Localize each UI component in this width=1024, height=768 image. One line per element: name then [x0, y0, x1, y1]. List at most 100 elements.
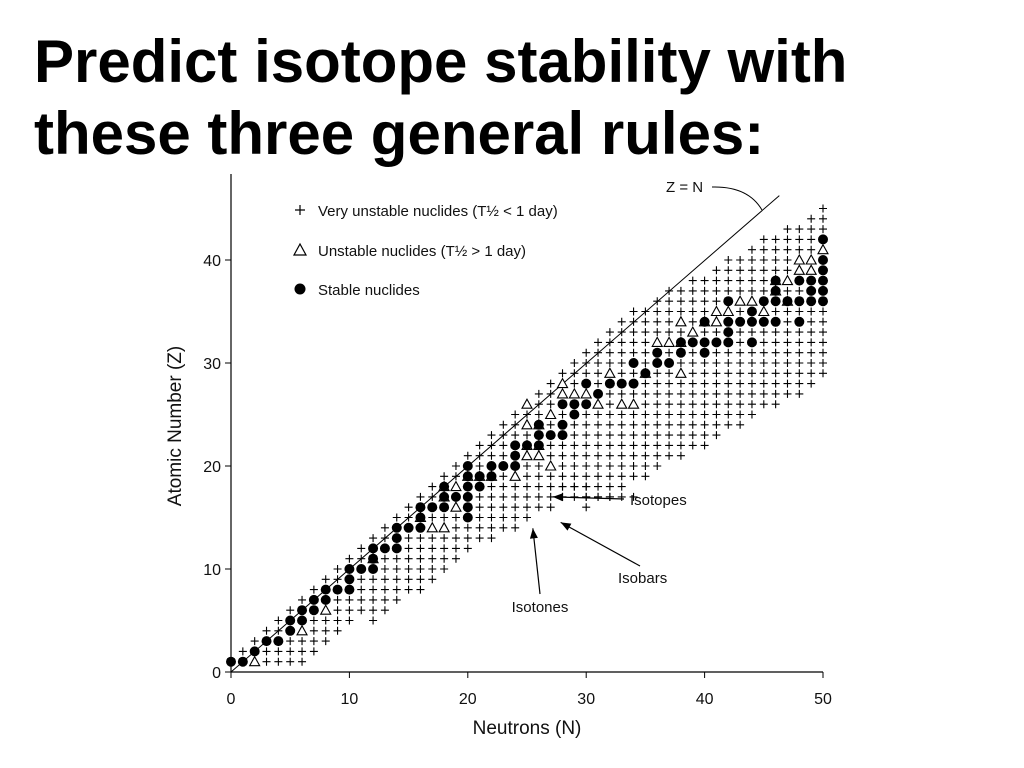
stable-mark — [557, 430, 568, 441]
y-tick-label: 30 — [203, 356, 221, 373]
nuclide-chart: 0 10 20 30 40 50 0 10 20 30 40 Z = N Very unstable… — [165, 174, 832, 739]
very-unstable-mark — [357, 575, 366, 584]
stable-mark — [285, 615, 296, 626]
very-unstable-mark — [617, 472, 626, 481]
very-unstable-mark — [309, 626, 318, 635]
very-unstable-mark — [641, 420, 650, 429]
very-unstable-mark — [688, 286, 697, 295]
very-unstable-mark — [724, 389, 733, 398]
very-unstable-mark — [369, 585, 378, 594]
very-unstable-mark — [558, 462, 567, 470]
very-unstable-mark — [617, 431, 626, 440]
very-unstable-mark — [333, 575, 342, 584]
very-unstable-mark — [582, 451, 591, 460]
very-unstable-mark — [807, 245, 816, 254]
stable-mark — [415, 522, 426, 533]
very-unstable-mark — [747, 328, 756, 337]
very-unstable-mark — [523, 482, 531, 491]
very-unstable-mark — [665, 451, 674, 460]
stable-mark — [226, 656, 236, 667]
stable-mark — [604, 378, 615, 389]
very-unstable-mark — [807, 235, 816, 244]
very-unstable-mark — [511, 431, 520, 440]
stable-mark — [782, 296, 793, 307]
stable-mark — [510, 461, 521, 471]
very-unstable-mark — [771, 400, 780, 409]
stable-mark — [723, 337, 734, 348]
very-unstable-mark — [345, 595, 354, 604]
very-unstable-mark — [819, 204, 827, 213]
very-unstable-mark — [369, 606, 378, 615]
very-unstable-mark — [416, 544, 425, 553]
stable-mark — [723, 327, 734, 338]
unstable-mark — [710, 315, 723, 327]
stable-mark — [510, 440, 521, 451]
stable-mark — [285, 625, 296, 636]
very-unstable-mark — [534, 492, 543, 501]
very-unstable-mark — [546, 379, 555, 388]
arrow-isotopes-head — [552, 493, 563, 502]
very-unstable-mark — [724, 410, 733, 419]
very-unstable-mark — [617, 348, 626, 357]
very-unstable-mark — [321, 616, 330, 625]
very-unstable-mark — [688, 400, 697, 409]
stable-mark — [297, 615, 308, 626]
very-unstable-mark — [807, 359, 816, 367]
very-unstable-mark — [546, 389, 555, 398]
very-unstable-mark — [392, 554, 401, 563]
very-unstable-mark — [392, 513, 401, 522]
very-unstable-mark — [665, 410, 674, 419]
very-unstable-mark — [594, 462, 603, 470]
very-unstable-mark — [605, 328, 614, 337]
very-unstable-mark — [747, 389, 756, 398]
very-unstable-mark — [700, 276, 709, 285]
very-unstable-mark — [321, 575, 330, 584]
very-unstable-mark — [665, 297, 674, 306]
stable-mark — [261, 636, 272, 647]
stable-mark — [379, 543, 390, 554]
stable-mark — [297, 605, 308, 616]
very-unstable-mark — [499, 503, 508, 512]
very-unstable-mark — [736, 359, 745, 367]
very-unstable-mark — [629, 348, 638, 357]
stable-mark — [699, 316, 710, 327]
very-unstable-mark — [665, 389, 674, 398]
unstable-mark — [509, 470, 522, 481]
very-unstable-mark — [523, 503, 531, 512]
very-unstable-mark — [712, 420, 721, 429]
stable-mark — [794, 316, 805, 327]
very-unstable-mark — [807, 317, 816, 326]
very-unstable-mark — [653, 297, 662, 306]
very-unstable-mark — [688, 317, 697, 326]
very-unstable-mark — [392, 585, 401, 594]
unstable-mark — [722, 305, 735, 317]
very-unstable-mark — [629, 328, 638, 337]
very-unstable-mark — [582, 420, 591, 429]
very-unstable-mark — [807, 338, 816, 347]
very-unstable-mark — [594, 359, 603, 367]
very-unstable-mark — [309, 637, 318, 646]
very-unstable-mark — [570, 369, 579, 378]
very-unstable-mark — [570, 451, 579, 460]
very-unstable-mark — [570, 462, 579, 470]
very-unstable-mark — [286, 657, 295, 666]
very-unstable-mark — [298, 647, 307, 656]
very-unstable-mark — [676, 328, 685, 337]
arrow-isobars-head — [560, 522, 572, 531]
x-axis-label: Neutrons (N) — [473, 718, 582, 739]
stable-mark — [818, 234, 828, 245]
stable-mark — [344, 584, 355, 595]
very-unstable-mark — [736, 266, 745, 275]
stable-mark — [391, 543, 402, 554]
very-unstable-mark — [487, 431, 496, 440]
stable-mark — [758, 296, 769, 307]
stable-mark — [569, 399, 580, 410]
very-unstable-mark — [783, 359, 792, 367]
very-unstable-mark — [629, 420, 638, 429]
very-unstable-mark — [369, 534, 378, 543]
very-unstable-mark — [428, 534, 437, 543]
very-unstable-mark — [629, 307, 638, 316]
very-unstable-mark — [392, 575, 401, 584]
stable-mark — [533, 430, 544, 441]
stable-mark — [569, 409, 580, 420]
